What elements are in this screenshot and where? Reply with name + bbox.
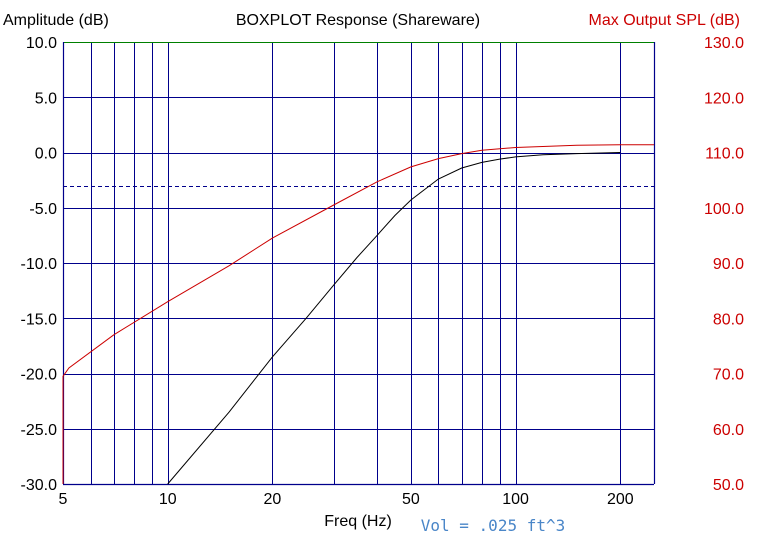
right-y-tick-label: 50.0 <box>713 477 744 494</box>
y-tick-label: 10.0 <box>26 35 57 52</box>
y-tick-label: -30.0 <box>21 477 58 494</box>
right-y-tick-label: 110.0 <box>705 146 744 163</box>
right-y-tick-label: 60.0 <box>713 422 744 439</box>
y-axis-label: Amplitude (dB) <box>3 12 109 29</box>
x-tick-label: 20 <box>264 491 282 508</box>
x-tick-label: 200 <box>607 491 634 508</box>
y-tick-label: -20.0 <box>21 367 58 384</box>
right-y-tick-label: 120.0 <box>704 90 744 107</box>
y-tick-label: -25.0 <box>21 422 58 439</box>
tick-labels: 10.0 5.0 0.0 -5.0 -10.0 -15.0 -20.0 -25.0 -30.0 1… <box>21 35 745 508</box>
x-tick-label: 5 <box>59 491 68 508</box>
y-tick-label: -15.0 <box>21 311 58 328</box>
y-tick-label: 0.0 <box>35 146 57 163</box>
right-y-tick-label: 70.0 <box>713 367 744 384</box>
y-tick-label: -10.0 <box>21 256 58 273</box>
right-y-tick-label: 80.0 <box>713 311 744 328</box>
y-tick-label: -5.0 <box>29 201 57 218</box>
right-y-tick-label: 90.0 <box>713 256 744 273</box>
x-tick-label: 10 <box>159 491 177 508</box>
volume-annotation: Vol = .025 ft^3 <box>421 516 566 535</box>
right-y-tick-label: 130.0 <box>704 35 744 52</box>
x-axis-label: Freq (Hz) <box>324 513 392 530</box>
x-tick-label: 100 <box>502 491 529 508</box>
grid <box>62 42 656 486</box>
series-group <box>62 144 654 485</box>
y-tick-label: 5.0 <box>35 90 57 107</box>
chart-title: BOXPLOT Response (Shareware) <box>236 12 480 29</box>
amplitude-response-line <box>167 152 621 485</box>
right-axis-label: Max Output SPL (dB) <box>589 12 740 29</box>
max-output-spl-line <box>62 144 654 484</box>
x-tick-label: 50 <box>402 491 420 508</box>
right-y-tick-label: 100.0 <box>704 201 744 218</box>
